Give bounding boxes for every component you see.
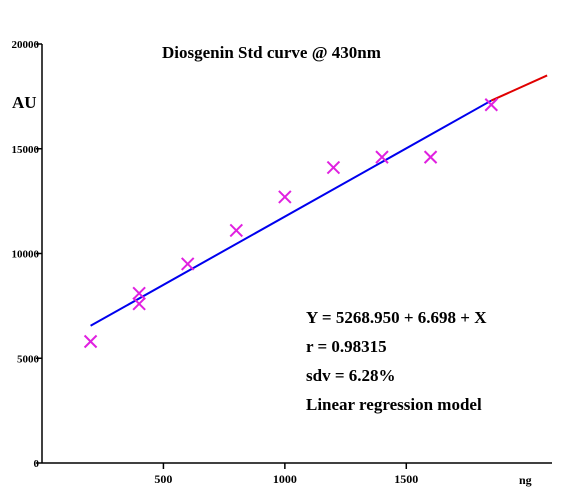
annotation-sdv: sdv = 6.28% <box>306 366 396 385</box>
chart-title: Diosgenin Std curve @ 430nm <box>162 43 381 62</box>
y-tick-label: 15000 <box>12 144 40 156</box>
y-tick-label: 0 <box>34 458 40 470</box>
regression-lines <box>90 74 548 327</box>
annotation-equation: Y = 5268.950 + 6.698 + X <box>306 308 487 327</box>
annotation-model: Linear regression model <box>306 395 482 414</box>
x-tick-label: 500 <box>154 472 172 486</box>
x-tick-label: 1000 <box>273 472 297 486</box>
data-point-x-marker <box>375 150 389 164</box>
y-axis-label: AU <box>12 93 37 112</box>
data-point-x-marker <box>278 190 292 204</box>
regression-fit-line <box>90 99 492 327</box>
extrapolation-line <box>490 74 548 102</box>
y-tick-label: 10000 <box>12 249 40 261</box>
y-ticks: 0 5000 10000 15000 20000 <box>12 39 42 470</box>
annotation-r: r = 0.98315 <box>306 337 387 356</box>
x-ticks: 500 1000 1500 <box>154 463 418 486</box>
y-tick-label: 5000 <box>17 353 40 365</box>
data-point-x-marker <box>484 98 498 112</box>
annotation-block: Y = 5268.950 + 6.698 + X r = 0.98315 sdv… <box>306 308 487 414</box>
data-points <box>83 98 498 349</box>
data-point-x-marker <box>326 160 341 175</box>
y-tick-label: 20000 <box>12 39 40 51</box>
x-tick-label: 1500 <box>394 472 418 486</box>
data-point-x-marker <box>83 334 98 349</box>
data-point-x-marker <box>229 223 243 238</box>
data-point-x-marker <box>132 286 146 301</box>
data-point-x-marker <box>132 297 146 311</box>
data-point-x-marker <box>181 257 195 271</box>
data-point-x-marker <box>423 150 438 164</box>
x-axis-label: ng <box>519 473 532 487</box>
